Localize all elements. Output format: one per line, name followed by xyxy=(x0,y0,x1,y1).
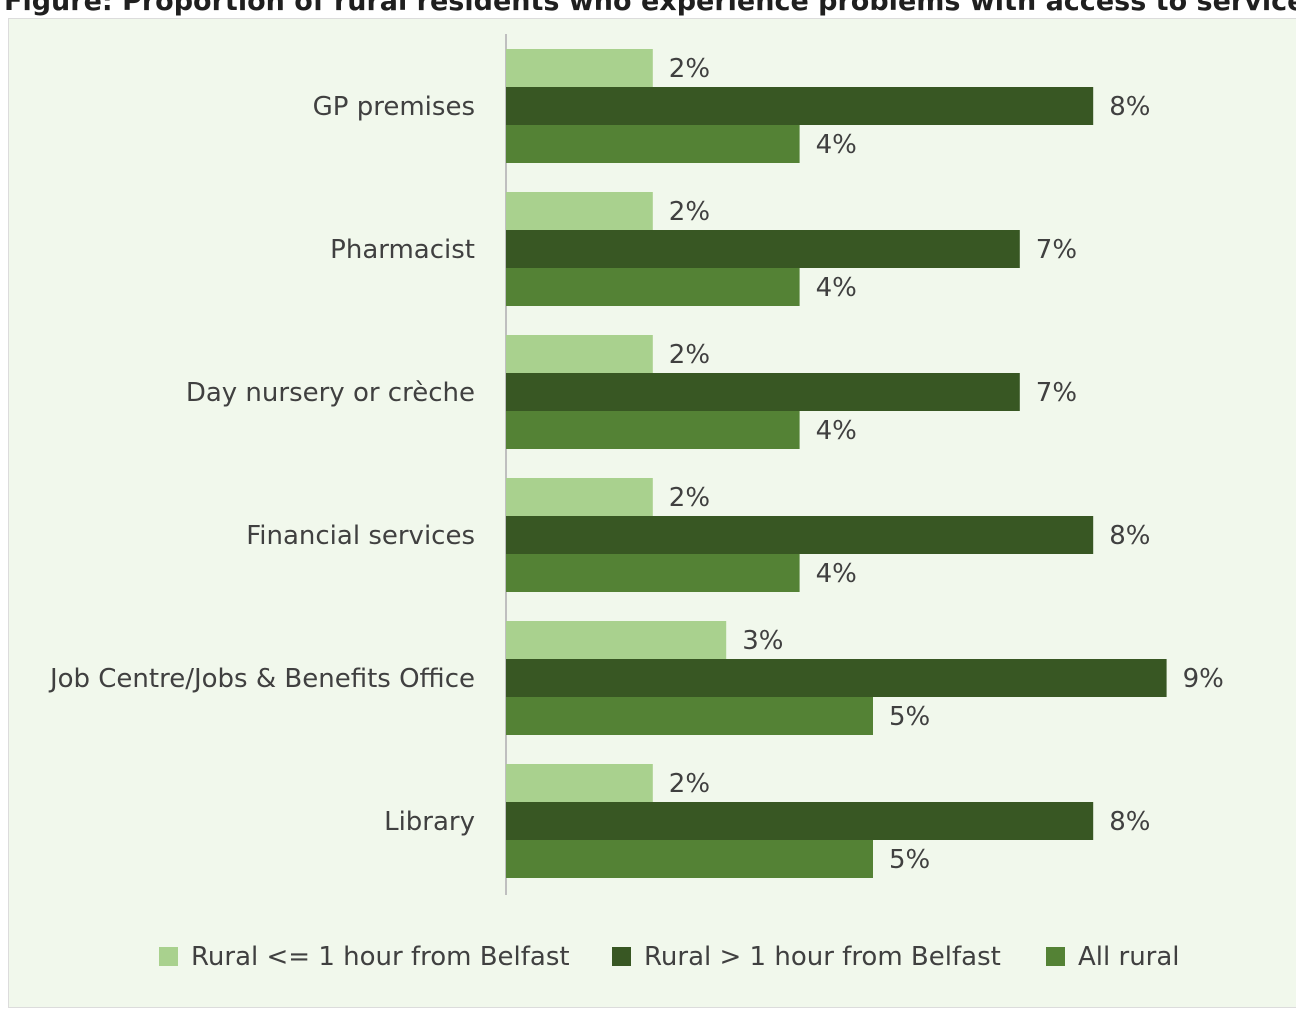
chart-title: Figure: Proportion of rural residents wh… xyxy=(4,0,1296,17)
data-label: 4% xyxy=(816,416,857,446)
category-label: Job Centre/Jobs & Benefits Office xyxy=(48,664,475,694)
bar xyxy=(506,840,873,878)
bar xyxy=(506,659,1167,697)
bar xyxy=(506,554,800,592)
data-label: 2% xyxy=(669,340,710,370)
data-label: 9% xyxy=(1183,664,1224,694)
bar xyxy=(506,230,1020,268)
bar xyxy=(506,335,653,373)
data-label: 2% xyxy=(669,54,710,84)
bar xyxy=(506,411,800,449)
data-label: 8% xyxy=(1109,521,1150,551)
category-label: Pharmacist xyxy=(330,235,475,265)
legend-label: Rural > 1 hour from Belfast xyxy=(644,942,1001,972)
bar xyxy=(506,87,1094,125)
data-label: 4% xyxy=(816,559,857,589)
data-label: 4% xyxy=(816,130,857,160)
bar xyxy=(506,697,873,735)
legend-swatch xyxy=(1046,947,1065,966)
data-label: 2% xyxy=(669,197,710,227)
category-label: Financial services xyxy=(246,521,475,551)
legend-label: All rural xyxy=(1078,942,1180,972)
category-label: Library xyxy=(384,807,475,837)
chart-panel: GP premises 2% 8% 4% Pharmacist 2% 7% 4% Day nur… xyxy=(8,18,1296,1008)
data-label: 5% xyxy=(889,845,930,875)
bar xyxy=(506,478,653,516)
category-label: Day nursery or crèche xyxy=(186,378,475,408)
bar-chart: GP premises 2% 8% 4% Pharmacist 2% 7% 4% Day nur… xyxy=(48,34,1224,972)
data-label: 2% xyxy=(669,483,710,513)
data-label: 2% xyxy=(669,769,710,799)
bar xyxy=(506,764,653,802)
legend-label: Rural <= 1 hour from Belfast xyxy=(191,942,570,972)
data-label: 7% xyxy=(1036,378,1077,408)
category-label: GP premises xyxy=(313,92,475,122)
data-label: 4% xyxy=(816,273,857,303)
bar xyxy=(506,268,800,306)
bar xyxy=(506,373,1020,411)
legend-swatch xyxy=(612,947,631,966)
data-label: 8% xyxy=(1109,807,1150,837)
data-label: 8% xyxy=(1109,92,1150,122)
bar xyxy=(506,192,653,230)
legend-swatch xyxy=(159,947,178,966)
bar xyxy=(506,802,1094,840)
bar xyxy=(506,621,727,659)
bar xyxy=(506,125,800,163)
bar xyxy=(506,49,653,87)
bar xyxy=(506,516,1094,554)
data-label: 7% xyxy=(1036,235,1077,265)
data-label: 5% xyxy=(889,702,930,732)
data-label: 3% xyxy=(742,626,783,656)
